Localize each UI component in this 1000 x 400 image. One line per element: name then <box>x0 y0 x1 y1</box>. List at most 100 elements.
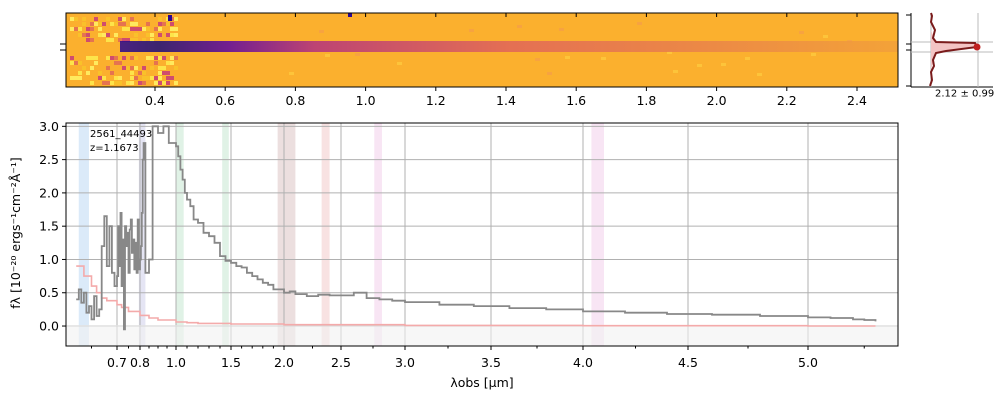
noise-pixel <box>130 71 134 75</box>
noise-pixel <box>130 66 134 70</box>
noise-pixel <box>74 17 78 21</box>
noise-pixel <box>174 17 178 21</box>
x-tick-label: 0.7 <box>107 355 127 370</box>
noise-pixel <box>118 61 122 65</box>
noise-pixel <box>469 29 474 32</box>
noise-pixel <box>138 27 142 31</box>
noise-pixel <box>126 27 130 31</box>
noise-pixel <box>142 71 146 75</box>
noise-pixel <box>82 33 86 37</box>
y-tick-label: 2.0 <box>39 185 59 200</box>
noise-pixel <box>110 56 114 60</box>
top-tick-label: 2.2 <box>777 93 797 108</box>
noise-pixel <box>517 25 522 28</box>
noise-pixel <box>166 71 170 75</box>
noise-pixel <box>823 35 828 38</box>
noise-pixel <box>150 76 154 80</box>
noise-pixel <box>130 38 134 42</box>
noise-pixel <box>102 81 106 85</box>
noise-pixel <box>114 22 118 26</box>
noise-pixel <box>146 56 150 60</box>
noise-pixel <box>757 73 762 76</box>
noise-pixel <box>86 71 90 75</box>
noise-pixel <box>146 33 150 37</box>
noise-pixel <box>174 56 178 60</box>
noise-pixel <box>122 38 126 42</box>
noise-pixel <box>150 33 154 37</box>
noise-pixel <box>126 66 130 70</box>
noise-pixel <box>134 76 138 80</box>
noise-pixel <box>134 33 138 37</box>
noise-pixel <box>130 76 134 80</box>
noise-pixel <box>397 62 402 65</box>
x-tick-label: 2.0 <box>274 355 294 370</box>
noise-pixel <box>559 28 564 31</box>
noise-pixel <box>535 58 540 61</box>
noise-pixel <box>158 17 162 21</box>
noise-pixel <box>667 51 672 54</box>
x-tick-label: 5.0 <box>798 355 818 370</box>
noise-pixel <box>106 33 110 37</box>
noise-pixel <box>673 70 678 73</box>
noise-pixel <box>78 61 82 65</box>
noise-pixel <box>146 27 150 31</box>
noise-pixel <box>78 71 82 75</box>
noise-pixel <box>78 33 82 37</box>
emission-line-band <box>78 123 89 346</box>
noise-pixel <box>130 22 134 26</box>
noise-pixel <box>158 33 162 37</box>
noise-pixel <box>170 56 174 60</box>
noise-pixel <box>142 38 146 42</box>
spectrum-1d-frame <box>65 122 899 347</box>
noise-pixel <box>166 76 170 80</box>
noise-pixel <box>142 76 146 80</box>
noise-pixel <box>150 56 154 60</box>
noise-pixel <box>130 27 134 31</box>
top-tick-label: 0.4 <box>145 93 165 108</box>
noise-pixel <box>158 27 162 31</box>
top-tick-label: 2.4 <box>847 93 867 108</box>
emission-line-band <box>591 123 604 346</box>
noise-pixel <box>82 66 86 70</box>
noise-pixel <box>601 57 606 60</box>
noise-pixel <box>150 66 154 70</box>
noise-pixel <box>126 38 130 42</box>
noise-pixel <box>170 76 174 80</box>
y-tick-label: 0.5 <box>39 285 59 300</box>
noise-pixel <box>138 71 142 75</box>
x-tick-label: 3.0 <box>395 355 415 370</box>
noise-pixel <box>170 22 174 26</box>
noise-pixel <box>102 33 106 37</box>
noise-pixel <box>102 76 106 80</box>
object-id-label: 2561_44493 <box>90 129 152 140</box>
zero-region-shade <box>66 325 898 346</box>
noise-pixel <box>565 56 570 59</box>
noise-pixel <box>110 81 114 85</box>
noise-pixel <box>118 81 122 85</box>
noise-pixel <box>142 66 146 70</box>
noise-pixel <box>90 56 94 60</box>
redshift-label: z=1.1673 <box>90 143 139 154</box>
x-tick-label: 1.5 <box>221 355 241 370</box>
noise-pixel <box>150 38 154 42</box>
spectrum-2d-panel: 0.4 0.6 0.8 1.0 1.2 1.4 1.6 1.8 2.0 2.2 2.4 <box>60 12 899 108</box>
noise-pixel <box>86 38 90 42</box>
noise-pixel <box>90 27 94 31</box>
spectrum-series-line <box>76 125 877 331</box>
noise-pixel <box>146 76 150 80</box>
top-tick-label: 1.6 <box>566 93 586 108</box>
noise-pixel <box>122 22 126 26</box>
spectrum-1d-axis: 0.7 0.8 1.0 1.5 2.0 2.5 3.0 3.5 4.0 4.5 5.0 0.0 0.5 1… <box>39 119 865 370</box>
noise-pixel <box>94 17 98 21</box>
noise-pixel <box>82 22 86 26</box>
spatial-profile-panel: 2.12 ± 0.99 <box>906 12 994 99</box>
y-axis-label: fλ [10⁻²⁰ ergs⁻¹cm⁻²Å⁻¹] <box>8 157 23 309</box>
emission-line-band <box>321 123 330 346</box>
noise-pixel <box>106 17 110 21</box>
noise-pixel <box>70 61 74 65</box>
x-tick-label: 1.0 <box>166 355 186 370</box>
noise-pixel <box>158 76 162 80</box>
noise-pixel <box>70 76 74 80</box>
noise-pixel <box>130 17 134 21</box>
noise-pixel <box>70 56 74 60</box>
